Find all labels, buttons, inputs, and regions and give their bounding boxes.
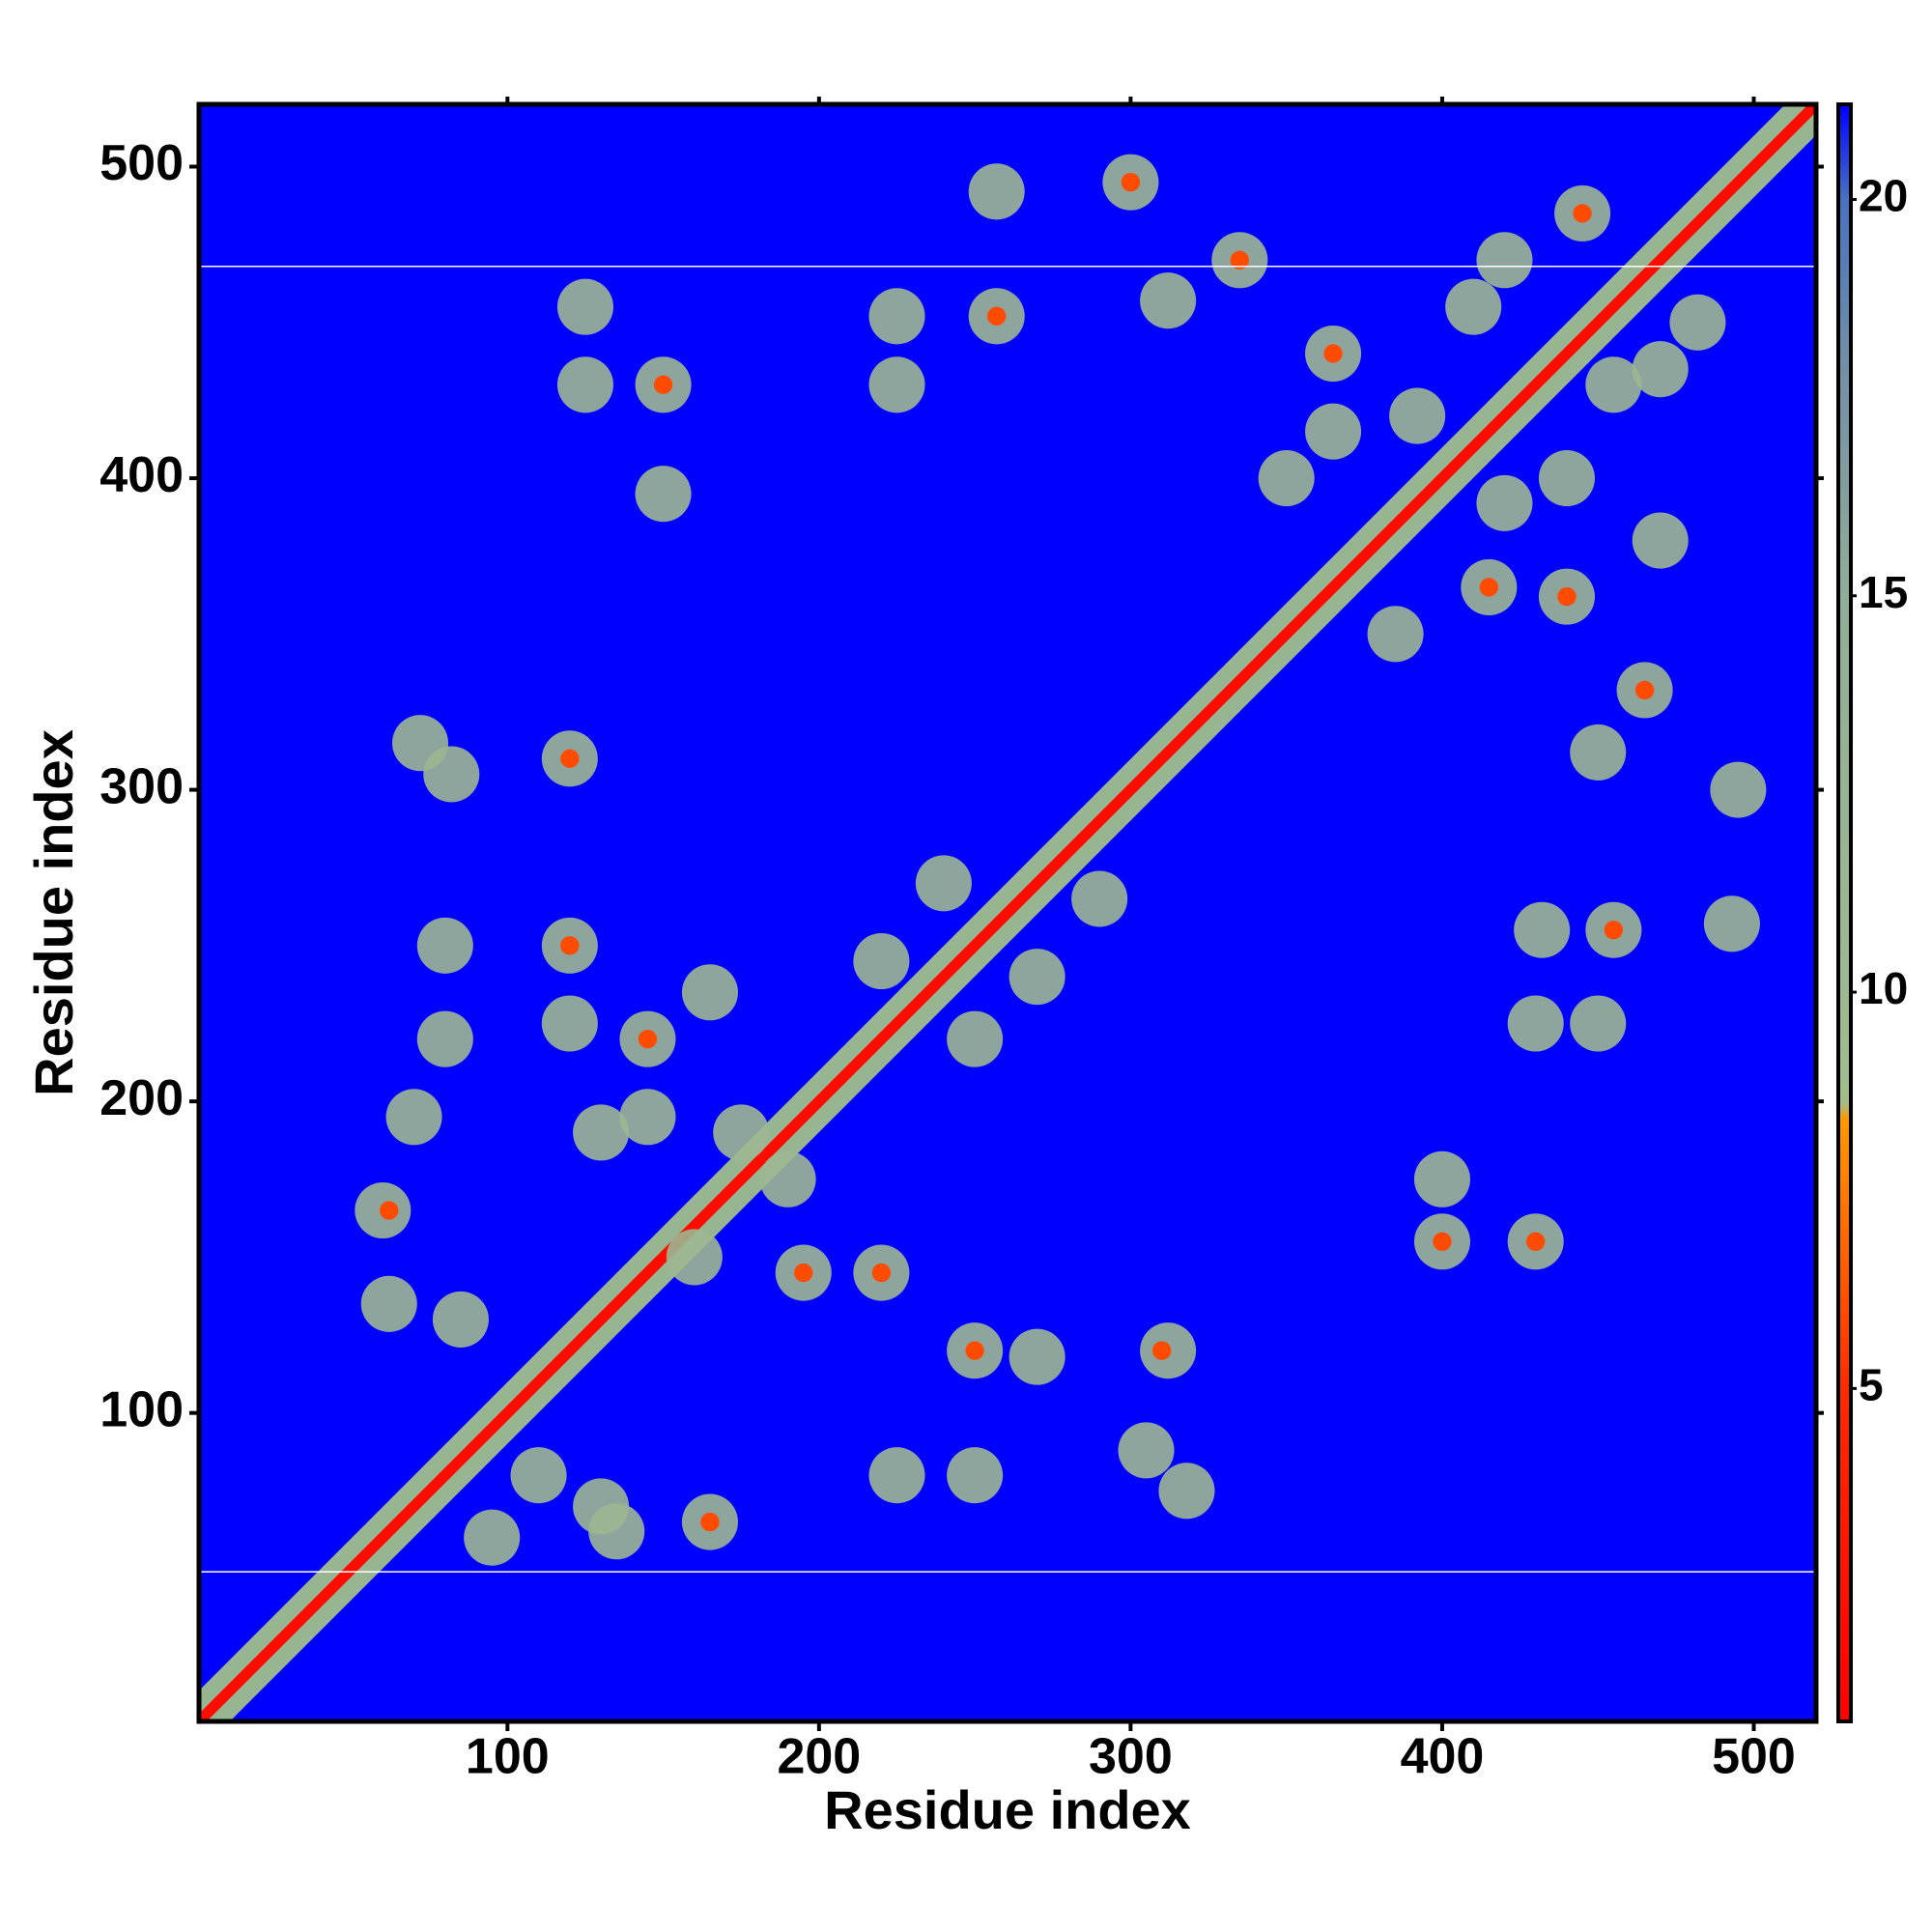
colorbar-tick-label: 15 (1859, 567, 1908, 617)
x-tick-label: 300 (1089, 1729, 1173, 1785)
contact-cell (1570, 995, 1627, 1052)
contact-cell (464, 1509, 521, 1566)
y-tick-label: 200 (99, 1070, 184, 1126)
contact-cell (1258, 450, 1315, 507)
plot-area (199, 104, 1816, 1721)
contact-cell (619, 1089, 676, 1146)
colorbar-tick-label: 10 (1859, 963, 1908, 1013)
contact-cell (868, 356, 925, 413)
x-tick-label: 500 (1712, 1729, 1796, 1785)
contact-cell (1476, 474, 1533, 531)
colorbar-tick-label: 20 (1859, 171, 1908, 221)
contact-cell (1634, 680, 1655, 700)
plot-frame (196, 101, 1819, 1724)
x-tick-label: 200 (777, 1729, 861, 1785)
contact-cell (1570, 724, 1627, 781)
contact-cell (1632, 341, 1689, 398)
contact-cell (987, 306, 1007, 327)
contact-cell (1009, 949, 1065, 1006)
contact-cell (556, 356, 613, 413)
y-tick-label: 400 (99, 447, 184, 503)
contact-cell (1710, 761, 1767, 818)
contact-cell (1071, 870, 1128, 927)
contact-cell (666, 1229, 723, 1286)
contact-cell (1445, 278, 1502, 335)
contact-cell (868, 288, 925, 345)
contact-cell (1158, 1463, 1215, 1520)
colorbar-tick-label: 5 (1859, 1360, 1884, 1410)
contact-cell (380, 1201, 399, 1220)
contact-cell (1604, 921, 1624, 940)
x-tick-label: 400 (1401, 1729, 1485, 1785)
contact-cell (360, 1275, 417, 1332)
contact-cell (432, 1291, 489, 1348)
contact-cell (947, 1447, 1004, 1504)
contact-cell (1121, 172, 1141, 192)
contact-cell (635, 466, 692, 523)
contact-cell (1479, 578, 1499, 597)
contact-cell (573, 1104, 630, 1161)
contact-cell (588, 1503, 645, 1560)
contact-cell (965, 1341, 984, 1360)
y-tick-label: 100 (99, 1381, 184, 1437)
contact-cell (681, 964, 738, 1021)
contact-cell (1585, 356, 1642, 413)
contact-cell (1703, 895, 1760, 952)
contact-cell (1476, 232, 1533, 289)
contact-cell (947, 1010, 1004, 1067)
contact-cell (1323, 344, 1343, 363)
contact-cell (853, 932, 910, 990)
contact-cell (1514, 901, 1571, 958)
colorbar (1836, 102, 1853, 1723)
contact-cell (1151, 1341, 1172, 1360)
contact-cell (541, 995, 598, 1052)
contact-cell (1389, 387, 1446, 444)
contact-cell (560, 936, 580, 955)
contact-cell (416, 1010, 473, 1067)
contact-cell (1009, 1328, 1065, 1385)
contact-cell (1632, 512, 1689, 569)
diagonal-core (199, 104, 1816, 1721)
contact-cell (556, 278, 613, 335)
x-axis-label: Residue index (824, 1779, 1191, 1840)
y-tick-label: 500 (99, 135, 184, 191)
contact-cell (871, 1263, 892, 1283)
contact-cell (638, 1029, 658, 1049)
contact-cell (1140, 272, 1197, 329)
contact-cell (416, 917, 473, 974)
contact-cell (510, 1447, 567, 1504)
contact-cell (1230, 250, 1249, 270)
contact-cell (1507, 995, 1564, 1052)
contact-cell (423, 746, 480, 803)
contact-cell (915, 855, 972, 912)
axes: 100 200 300 400 500 100 200 300 400 500 5 10 15 20 (99, 97, 1908, 1785)
contact-cell (1669, 294, 1726, 351)
contact-cell (1538, 450, 1595, 507)
contact-cell (1118, 1422, 1175, 1479)
x-tick-label: 100 (466, 1729, 550, 1785)
contact-cell (1305, 403, 1362, 460)
contact-cell (1557, 586, 1577, 607)
contact-cell (759, 1151, 816, 1208)
contact-cell (794, 1263, 813, 1283)
contact-cell (700, 1512, 720, 1532)
contact-cell (653, 375, 673, 394)
contact-cell (713, 1104, 770, 1161)
contact-cell (1573, 204, 1592, 223)
contact-cell (868, 1447, 925, 1504)
contact-cell (968, 163, 1025, 220)
contact-cell (385, 1089, 442, 1146)
contact-cell (1526, 1232, 1546, 1251)
y-tick-label: 300 (99, 758, 184, 814)
contact-cell (1433, 1232, 1452, 1251)
y-axis-label: Residue index (23, 729, 84, 1096)
contact-cell (560, 749, 580, 769)
contact-cell (1367, 606, 1424, 663)
contact-cell (1413, 1151, 1470, 1208)
